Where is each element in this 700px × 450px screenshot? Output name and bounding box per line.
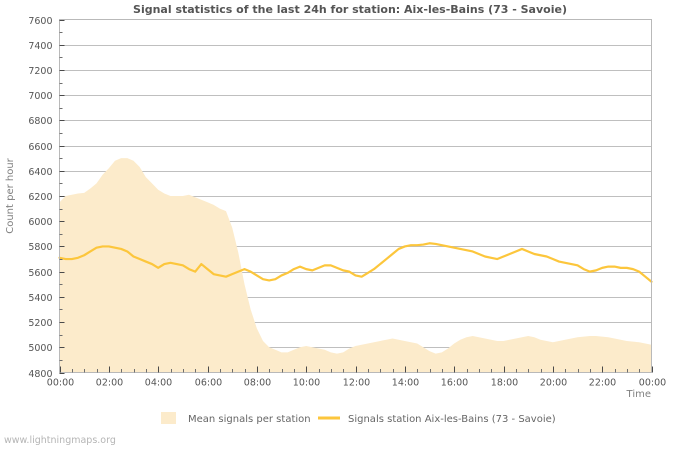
chart-legend: Mean signals per station Signals station… xyxy=(161,412,556,425)
legend-swatch-station-signals xyxy=(318,416,340,420)
legend-swatch-mean-signals xyxy=(161,412,176,424)
area-path xyxy=(59,158,652,373)
line-series-station-signals xyxy=(58,242,653,283)
y-tick-label: 4800 xyxy=(28,369,52,380)
x-tick-label: 00:00 xyxy=(47,378,74,389)
chart-title: Signal statistics of the last 24h for st… xyxy=(133,3,567,16)
y-tick-label: 6800 xyxy=(28,116,52,127)
y-tick-label: 6400 xyxy=(28,167,52,178)
y-tick-label: 5400 xyxy=(28,293,52,304)
x-tick-label: 22:00 xyxy=(589,378,616,389)
watermark: www.lightningmaps.org xyxy=(4,435,116,446)
x-tick-label: 04:00 xyxy=(145,378,172,389)
y-axis-label: Count per hour xyxy=(5,157,16,233)
y-tick-label: 7200 xyxy=(28,66,52,77)
legend-label-mean-signals: Mean signals per station xyxy=(188,414,311,425)
y-tick-label: 5600 xyxy=(28,268,52,279)
y-axis-tick-labels: 4800 5000 5200 5400 5600 5800 6000 6200 6400 6600… xyxy=(28,16,52,380)
x-tick-label: 00:00 xyxy=(639,378,666,389)
x-axis-ticks xyxy=(60,366,653,373)
x-tick-label: 18:00 xyxy=(491,378,518,389)
x-tick-label: 02:00 xyxy=(96,378,123,389)
x-tick-label: 14:00 xyxy=(392,378,419,389)
y-tick-label: 5800 xyxy=(28,242,52,253)
x-tick-label: 10:00 xyxy=(293,378,320,389)
y-tick-label: 6600 xyxy=(28,142,52,153)
y-axis-ticks xyxy=(59,20,65,374)
y-tick-label: 7000 xyxy=(28,91,52,102)
x-tick-label: 06:00 xyxy=(195,378,222,389)
x-tick-label: 20:00 xyxy=(540,378,567,389)
y-tick-label: 6200 xyxy=(28,192,52,203)
line-path xyxy=(58,242,653,283)
x-tick-label: 12:00 xyxy=(343,378,370,389)
y-tick-label: 5000 xyxy=(28,343,52,354)
x-tick-label: 16:00 xyxy=(441,378,468,389)
area-series-mean-signals xyxy=(59,158,652,373)
y-tick-label: 6000 xyxy=(28,217,52,228)
x-axis-tick-labels: 00:00 02:00 04:00 06:00 08:00 10:00 12:00 14:00… xyxy=(47,378,666,389)
x-tick-label: 08:00 xyxy=(244,378,271,389)
legend-label-station-signals: Signals station Aix-les-Bains (73 - Savo… xyxy=(348,414,556,425)
x-axis-label: Time xyxy=(626,389,651,400)
y-tick-label: 7600 xyxy=(28,16,52,27)
y-tick-label: 7400 xyxy=(28,41,52,52)
y-tick-label: 5200 xyxy=(28,318,52,329)
